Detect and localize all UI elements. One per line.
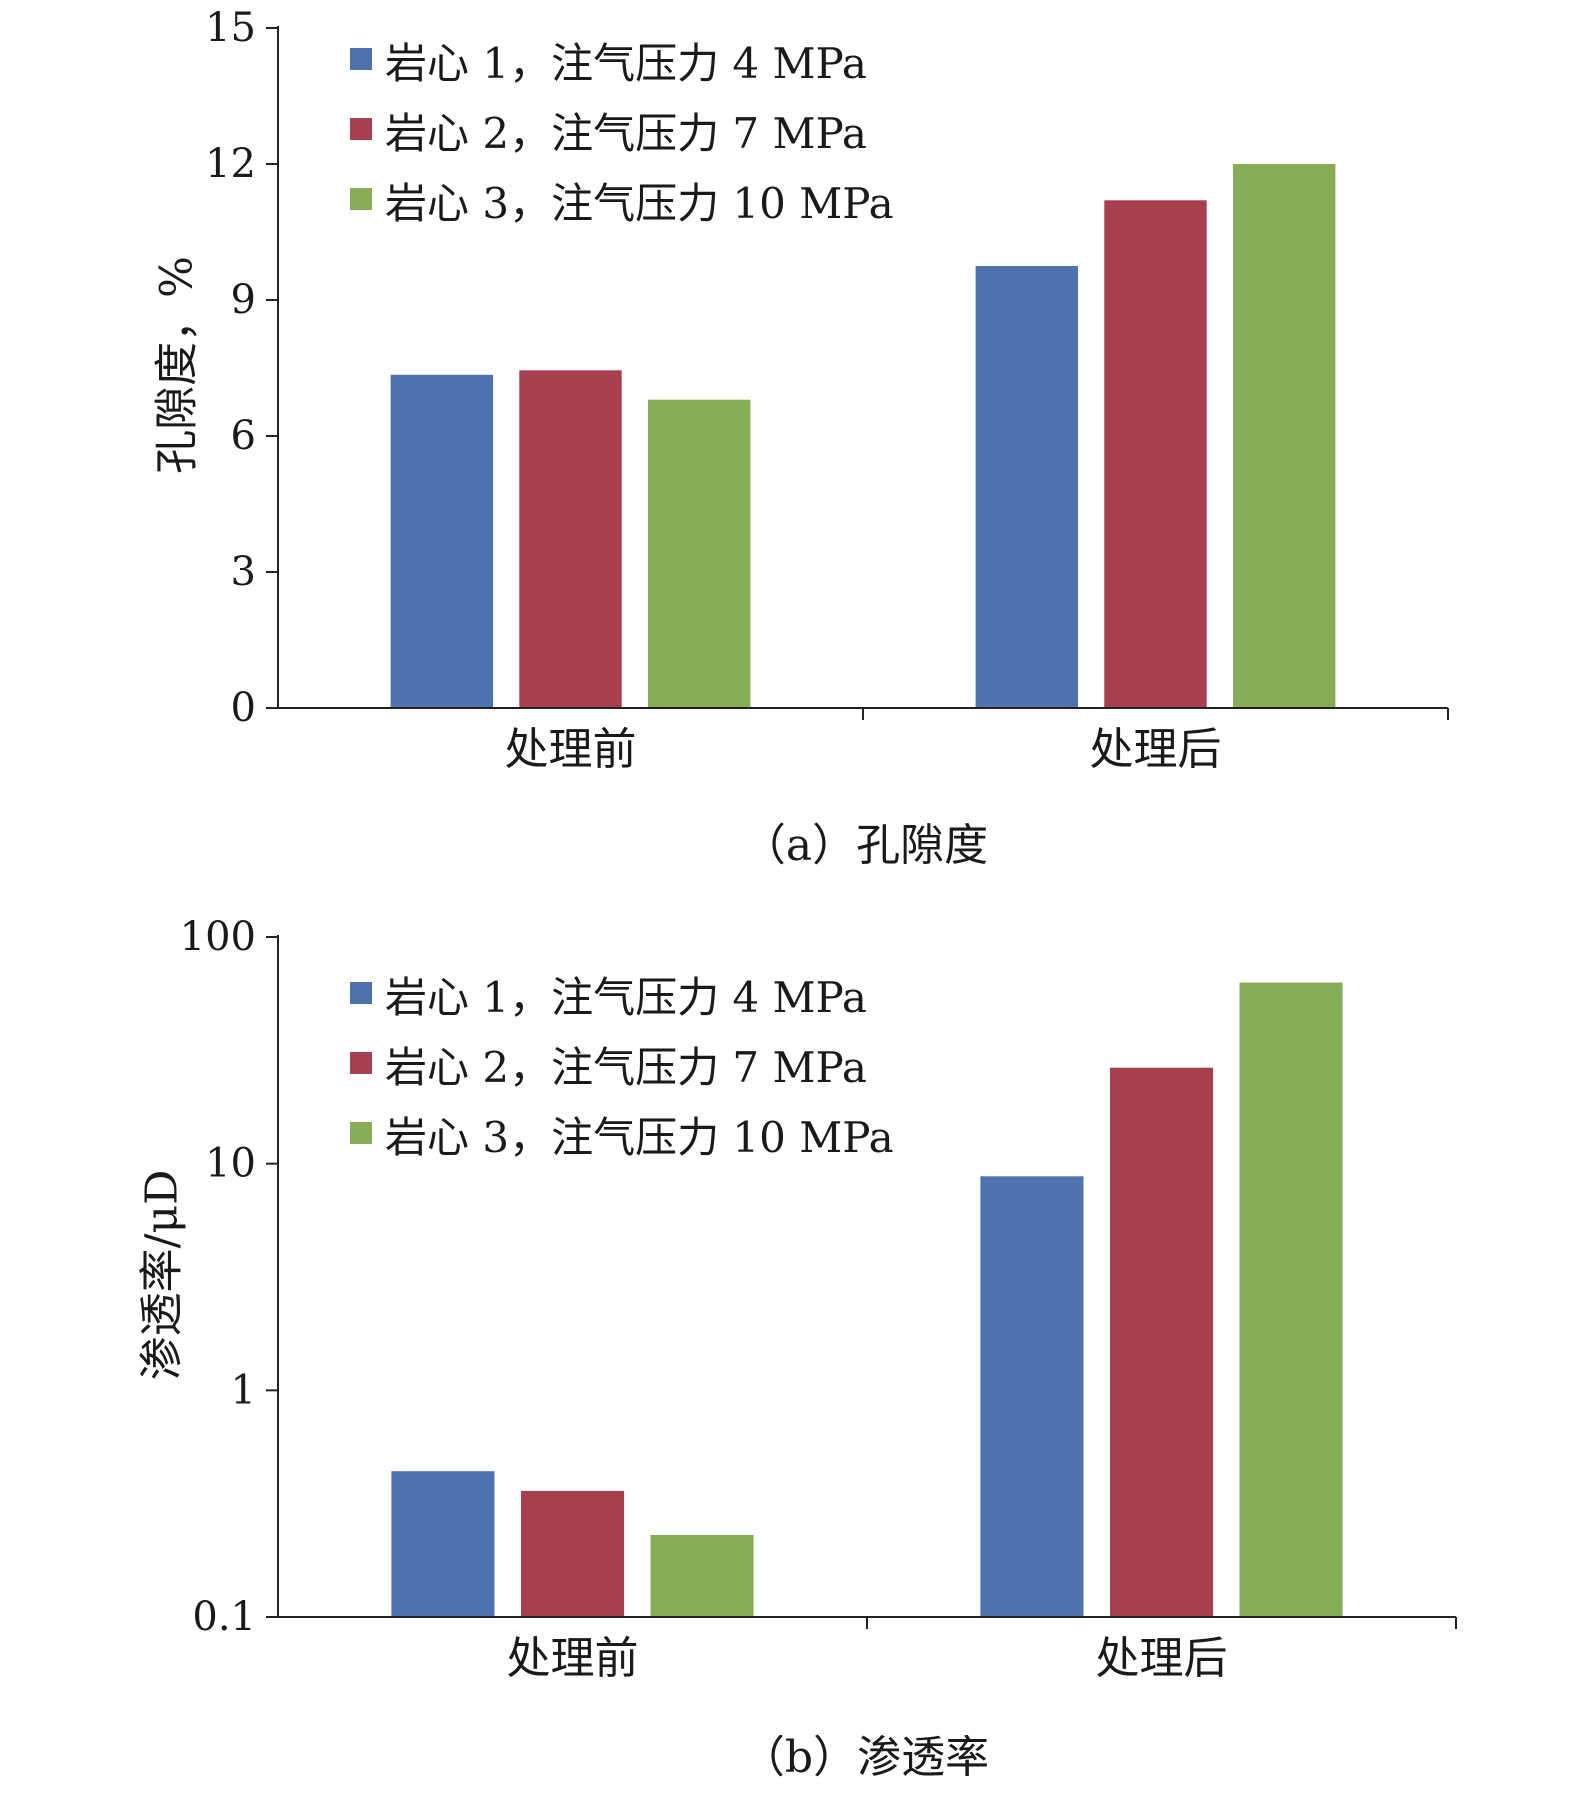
bar-3-2 [1239, 982, 1343, 1617]
x-tick-label: 处理前 [507, 1633, 639, 1684]
bar-3-1 [650, 1535, 754, 1617]
bar-3-2 [1233, 164, 1336, 708]
y-tick-label: 12 [205, 141, 256, 187]
bar-1-1 [390, 374, 493, 708]
legend-swatch-core-1 [350, 48, 372, 70]
y-tick-label: 9 [231, 277, 256, 323]
bar-2-2 [1104, 200, 1207, 709]
x-tick-label: 处理后 [1090, 724, 1222, 775]
y-tick-label: 15 [205, 5, 256, 51]
bar-2-1 [519, 370, 622, 708]
bar-3-1 [648, 399, 751, 708]
y-tick-label: 6 [231, 413, 256, 459]
bar-2-1 [521, 1490, 625, 1617]
bar-2-2 [1110, 1067, 1214, 1617]
porosity-legend: 岩心 1，注气压力 4 MPa 岩心 2，注气压力 7 MPa 岩心 3，注气压… [350, 39, 894, 228]
y-tick-label: 10 [205, 1141, 256, 1187]
porosity-y-axis-label: 孔隙度，% [152, 256, 203, 474]
legend-label-core-3: 岩心 3，注气压力 10 MPa [385, 1113, 894, 1162]
legend-label-core-1: 岩心 1，注气压力 4 MPa [385, 39, 867, 88]
y-tick-label: 0.1 [192, 1594, 256, 1640]
porosity-chart-panel: 孔隙度，% 岩心 1，注气压力 4 MPa 岩心 2，注气压力 7 MPa 岩心… [152, 5, 1449, 871]
bar-1-1 [391, 1471, 495, 1617]
legend-label-core-1: 岩心 1，注气压力 4 MPa [385, 973, 867, 1022]
permeability-chart-panel: 渗透率/μD 岩心 1，注气压力 4 MPa 岩心 2，注气压力 7 MPa 岩… [137, 914, 1457, 1783]
permeability-y-axis-label: 渗透率/μD [137, 1170, 188, 1381]
legend-swatch-core-1 [350, 982, 372, 1004]
permeability-legend: 岩心 1，注气压力 4 MPa 岩心 2，注气压力 7 MPa 岩心 3，注气压… [350, 973, 894, 1162]
bar-1-2 [980, 1176, 1084, 1617]
legend-swatch-core-3 [350, 188, 372, 210]
x-tick-label: 处理前 [505, 724, 637, 775]
legend-swatch-core-2 [350, 118, 372, 140]
y-tick-label: 1 [231, 1367, 256, 1413]
legend-swatch-core-3 [350, 1122, 372, 1144]
legend-label-core-3: 岩心 3，注气压力 10 MPa [385, 179, 894, 228]
porosity-caption: （a）孔隙度 [742, 820, 988, 871]
legend-label-core-2: 岩心 2，注气压力 7 MPa [385, 109, 867, 158]
legend-label-core-2: 岩心 2，注气压力 7 MPa [385, 1043, 867, 1092]
x-tick-label: 处理后 [1096, 1633, 1228, 1684]
y-tick-label: 0 [231, 685, 256, 731]
y-tick-label: 100 [180, 914, 256, 960]
legend-swatch-core-2 [350, 1052, 372, 1074]
permeability-caption: （b）渗透率 [741, 1732, 989, 1783]
y-tick-label: 3 [231, 549, 256, 595]
bar-1-2 [975, 266, 1078, 708]
